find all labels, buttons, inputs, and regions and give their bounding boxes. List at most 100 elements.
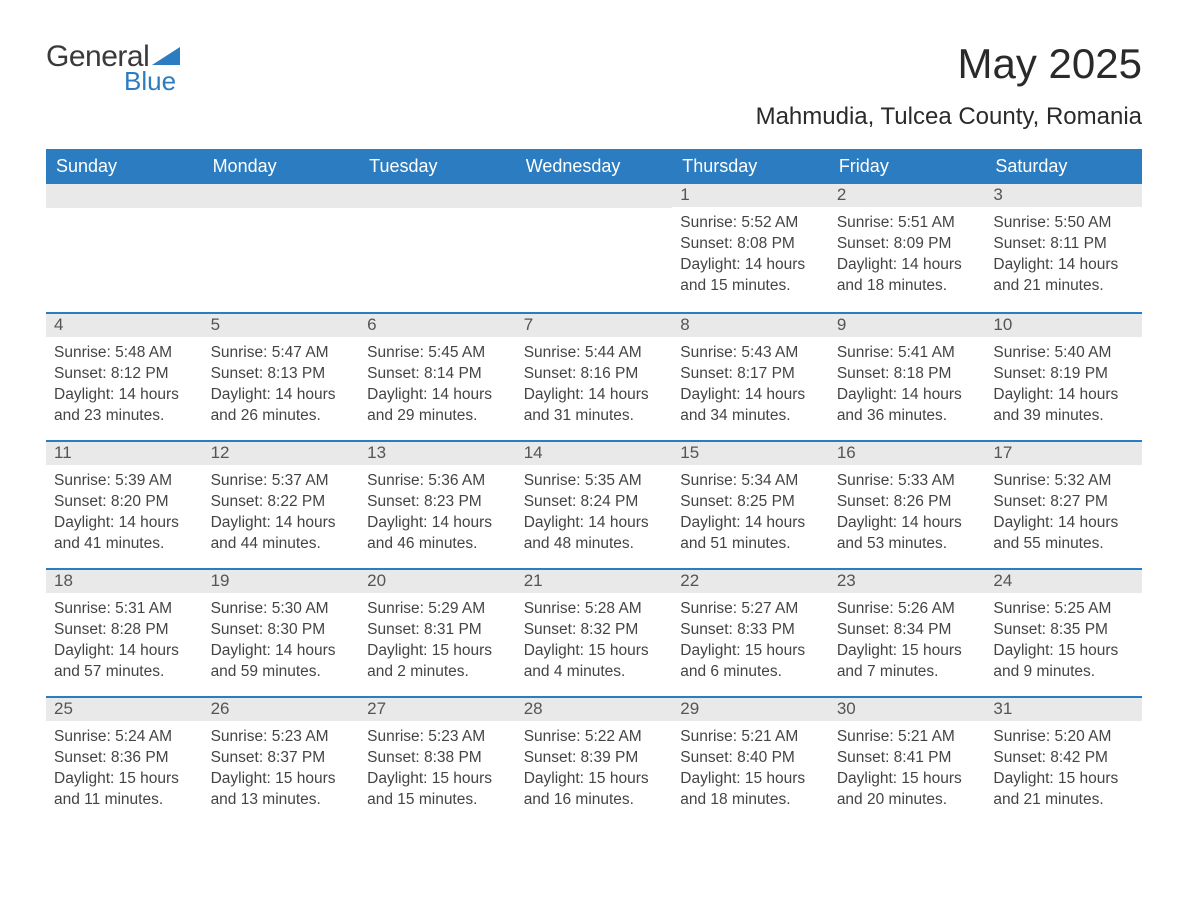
- calendar-day-cell: 23Sunrise: 5:26 AMSunset: 8:34 PMDayligh…: [829, 568, 986, 696]
- day-number: 15: [672, 440, 829, 465]
- calendar-empty-cell: [359, 184, 516, 312]
- empty-day-bar: [46, 184, 203, 208]
- calendar-day-cell: 20Sunrise: 5:29 AMSunset: 8:31 PMDayligh…: [359, 568, 516, 696]
- day-day1: Daylight: 15 hours: [680, 641, 821, 662]
- day-number: 25: [46, 696, 203, 721]
- day-details: Sunrise: 5:47 AMSunset: 8:13 PMDaylight:…: [203, 337, 360, 431]
- day-number: 14: [516, 440, 673, 465]
- day-day1: Daylight: 15 hours: [993, 769, 1134, 790]
- day-sunrise: Sunrise: 5:23 AM: [367, 727, 508, 748]
- day-day1: Daylight: 15 hours: [837, 641, 978, 662]
- day-sunrise: Sunrise: 5:31 AM: [54, 599, 195, 620]
- day-sunset: Sunset: 8:09 PM: [837, 234, 978, 255]
- day-number: 12: [203, 440, 360, 465]
- day-day2: and 44 minutes.: [211, 534, 352, 555]
- day-sunrise: Sunrise: 5:21 AM: [837, 727, 978, 748]
- day-day1: Daylight: 15 hours: [367, 769, 508, 790]
- day-details: Sunrise: 5:41 AMSunset: 8:18 PMDaylight:…: [829, 337, 986, 431]
- day-number: 7: [516, 312, 673, 337]
- calendar-day-cell: 12Sunrise: 5:37 AMSunset: 8:22 PMDayligh…: [203, 440, 360, 568]
- day-details: Sunrise: 5:45 AMSunset: 8:14 PMDaylight:…: [359, 337, 516, 431]
- calendar-day-cell: 7Sunrise: 5:44 AMSunset: 8:16 PMDaylight…: [516, 312, 673, 440]
- day-day1: Daylight: 15 hours: [524, 641, 665, 662]
- day-sunrise: Sunrise: 5:44 AM: [524, 343, 665, 364]
- day-day2: and 7 minutes.: [837, 662, 978, 683]
- day-details: Sunrise: 5:29 AMSunset: 8:31 PMDaylight:…: [359, 593, 516, 687]
- day-sunset: Sunset: 8:34 PM: [837, 620, 978, 641]
- calendar-week-row: 18Sunrise: 5:31 AMSunset: 8:28 PMDayligh…: [46, 568, 1142, 696]
- weekday-header: Saturday: [985, 149, 1142, 184]
- day-day1: Daylight: 15 hours: [54, 769, 195, 790]
- calendar-day-cell: 18Sunrise: 5:31 AMSunset: 8:28 PMDayligh…: [46, 568, 203, 696]
- day-sunset: Sunset: 8:11 PM: [993, 234, 1134, 255]
- day-day1: Daylight: 15 hours: [837, 769, 978, 790]
- day-day2: and 9 minutes.: [993, 662, 1134, 683]
- day-sunrise: Sunrise: 5:26 AM: [837, 599, 978, 620]
- day-sunset: Sunset: 8:22 PM: [211, 492, 352, 513]
- day-sunset: Sunset: 8:08 PM: [680, 234, 821, 255]
- calendar-day-cell: 14Sunrise: 5:35 AMSunset: 8:24 PMDayligh…: [516, 440, 673, 568]
- day-details: Sunrise: 5:50 AMSunset: 8:11 PMDaylight:…: [985, 207, 1142, 301]
- day-day1: Daylight: 14 hours: [54, 641, 195, 662]
- day-day2: and 34 minutes.: [680, 406, 821, 427]
- day-number: 16: [829, 440, 986, 465]
- month-title: May 2025: [958, 40, 1142, 88]
- day-sunset: Sunset: 8:23 PM: [367, 492, 508, 513]
- day-day2: and 57 minutes.: [54, 662, 195, 683]
- day-sunrise: Sunrise: 5:51 AM: [837, 213, 978, 234]
- day-day1: Daylight: 15 hours: [993, 641, 1134, 662]
- day-sunrise: Sunrise: 5:50 AM: [993, 213, 1134, 234]
- calendar-day-cell: 4Sunrise: 5:48 AMSunset: 8:12 PMDaylight…: [46, 312, 203, 440]
- day-day1: Daylight: 14 hours: [680, 513, 821, 534]
- day-day2: and 26 minutes.: [211, 406, 352, 427]
- day-number: 4: [46, 312, 203, 337]
- day-sunrise: Sunrise: 5:21 AM: [680, 727, 821, 748]
- calendar-day-cell: 5Sunrise: 5:47 AMSunset: 8:13 PMDaylight…: [203, 312, 360, 440]
- day-day1: Daylight: 14 hours: [837, 255, 978, 276]
- day-number: 20: [359, 568, 516, 593]
- day-day1: Daylight: 14 hours: [367, 385, 508, 406]
- day-sunset: Sunset: 8:38 PM: [367, 748, 508, 769]
- calendar-day-cell: 16Sunrise: 5:33 AMSunset: 8:26 PMDayligh…: [829, 440, 986, 568]
- day-day2: and 41 minutes.: [54, 534, 195, 555]
- day-day1: Daylight: 14 hours: [837, 385, 978, 406]
- calendar-day-cell: 11Sunrise: 5:39 AMSunset: 8:20 PMDayligh…: [46, 440, 203, 568]
- day-day2: and 20 minutes.: [837, 790, 978, 811]
- day-day1: Daylight: 14 hours: [524, 513, 665, 534]
- day-sunset: Sunset: 8:28 PM: [54, 620, 195, 641]
- day-sunset: Sunset: 8:12 PM: [54, 364, 195, 385]
- calendar-day-cell: 27Sunrise: 5:23 AMSunset: 8:38 PMDayligh…: [359, 696, 516, 824]
- day-sunset: Sunset: 8:32 PM: [524, 620, 665, 641]
- calendar-day-cell: 3Sunrise: 5:50 AMSunset: 8:11 PMDaylight…: [985, 184, 1142, 312]
- day-details: Sunrise: 5:40 AMSunset: 8:19 PMDaylight:…: [985, 337, 1142, 431]
- calendar-day-cell: 21Sunrise: 5:28 AMSunset: 8:32 PMDayligh…: [516, 568, 673, 696]
- day-details: Sunrise: 5:30 AMSunset: 8:30 PMDaylight:…: [203, 593, 360, 687]
- day-number: 21: [516, 568, 673, 593]
- day-sunset: Sunset: 8:41 PM: [837, 748, 978, 769]
- day-day2: and 31 minutes.: [524, 406, 665, 427]
- day-details: Sunrise: 5:22 AMSunset: 8:39 PMDaylight:…: [516, 721, 673, 815]
- calendar-week-row: 1Sunrise: 5:52 AMSunset: 8:08 PMDaylight…: [46, 184, 1142, 312]
- day-number: 2: [829, 184, 986, 207]
- day-details: Sunrise: 5:27 AMSunset: 8:33 PMDaylight:…: [672, 593, 829, 687]
- day-number: 9: [829, 312, 986, 337]
- day-sunrise: Sunrise: 5:27 AM: [680, 599, 821, 620]
- day-day1: Daylight: 14 hours: [993, 255, 1134, 276]
- day-sunset: Sunset: 8:37 PM: [211, 748, 352, 769]
- day-sunset: Sunset: 8:33 PM: [680, 620, 821, 641]
- day-details: Sunrise: 5:51 AMSunset: 8:09 PMDaylight:…: [829, 207, 986, 301]
- day-details: Sunrise: 5:24 AMSunset: 8:36 PMDaylight:…: [46, 721, 203, 815]
- header-row: General Blue May 2025: [46, 40, 1142, 97]
- calendar-day-cell: 28Sunrise: 5:22 AMSunset: 8:39 PMDayligh…: [516, 696, 673, 824]
- day-day2: and 59 minutes.: [211, 662, 352, 683]
- day-number: 22: [672, 568, 829, 593]
- day-number: 5: [203, 312, 360, 337]
- day-sunset: Sunset: 8:18 PM: [837, 364, 978, 385]
- day-number: 8: [672, 312, 829, 337]
- day-sunrise: Sunrise: 5:40 AM: [993, 343, 1134, 364]
- calendar-day-cell: 22Sunrise: 5:27 AMSunset: 8:33 PMDayligh…: [672, 568, 829, 696]
- day-day1: Daylight: 14 hours: [993, 385, 1134, 406]
- day-day2: and 15 minutes.: [680, 276, 821, 297]
- day-sunrise: Sunrise: 5:33 AM: [837, 471, 978, 492]
- calendar-empty-cell: [46, 184, 203, 312]
